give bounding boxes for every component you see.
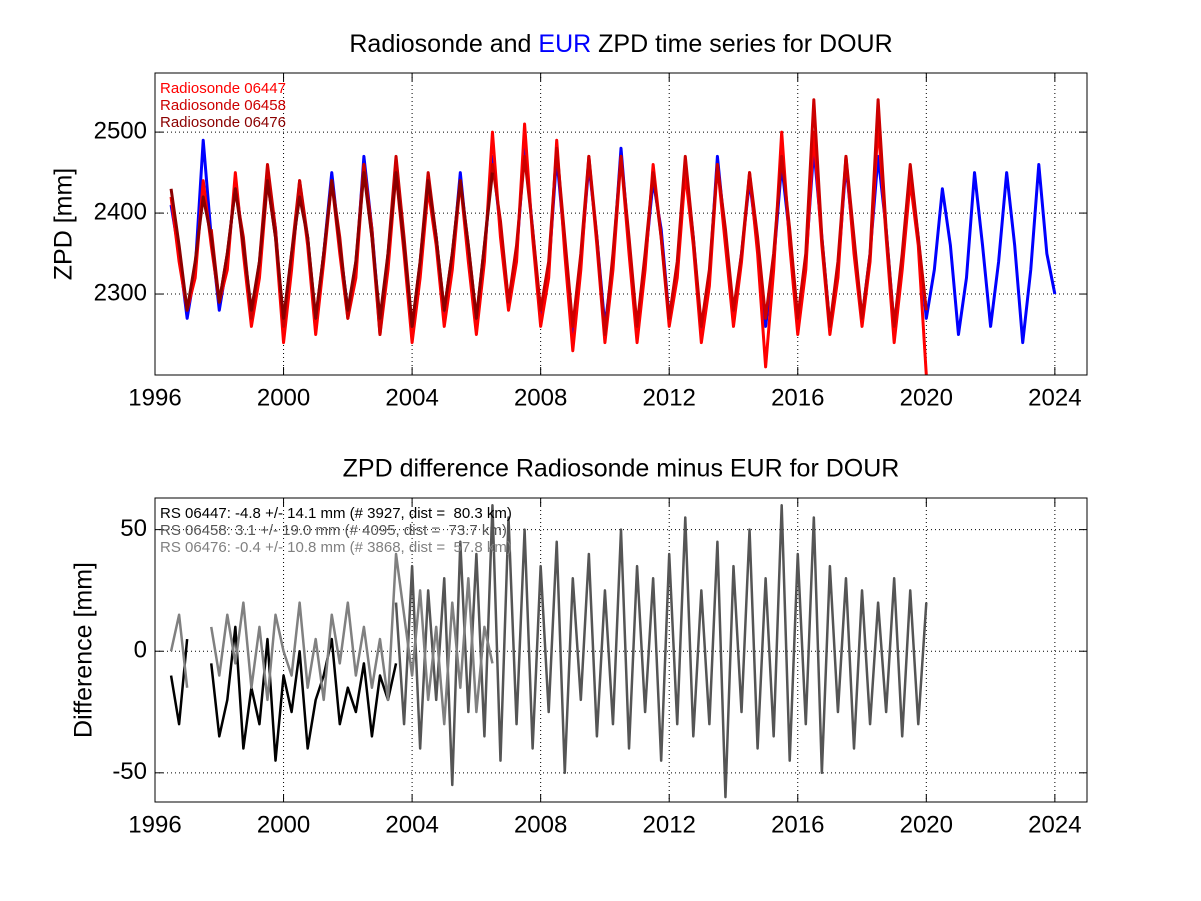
x-tick-label: 2016 bbox=[771, 811, 824, 838]
chart-title: ZPD difference Radiosonde minus EUR for … bbox=[343, 455, 900, 483]
y-axis-label: Difference [mm] bbox=[70, 562, 98, 738]
x-tick-label: 2008 bbox=[514, 384, 567, 411]
axes: 1996 2000 2004 2008 2012 2016 2020 2024 -50 0 50 bbox=[112, 498, 1087, 838]
title-part: EUR bbox=[538, 30, 591, 58]
x-tick-label: 2024 bbox=[1028, 384, 1081, 411]
x-tick-label: 2020 bbox=[900, 384, 953, 411]
chart-title: Radiosonde and EUR ZPD time series for D… bbox=[349, 30, 892, 58]
y-tick-label: 50 bbox=[120, 515, 147, 542]
axes-frame bbox=[154, 72, 1088, 376]
y-tick-label: 0 bbox=[134, 637, 147, 664]
legend-entry: Radiosonde 06476 bbox=[160, 114, 286, 131]
axes: 1996 2000 2004 2008 2012 2016 2020 2024 2300 2400… bbox=[94, 73, 1087, 411]
title-part: ZPD time series for DOUR bbox=[591, 30, 892, 58]
data-line bbox=[169, 171, 494, 328]
x-tick-label: 2020 bbox=[900, 811, 953, 838]
plot-area bbox=[169, 98, 1057, 375]
x-tick-label: 1996 bbox=[128, 384, 181, 411]
y-axis-label: ZPD [mm] bbox=[50, 168, 78, 281]
legend-entry: RS 06447: -4.8 +/- 14.1 mm (# 3927, dist… bbox=[160, 505, 512, 522]
plot-area bbox=[169, 505, 966, 797]
y-tick-label: 2500 bbox=[94, 117, 147, 144]
x-tick-label: 2000 bbox=[257, 811, 310, 838]
x-tick-label: 2004 bbox=[385, 384, 438, 411]
y-tick-label: -50 bbox=[112, 758, 147, 785]
title-part: Radiosonde and bbox=[349, 30, 538, 58]
x-tick-label: 2012 bbox=[643, 811, 696, 838]
x-tick-label: 2016 bbox=[771, 384, 824, 411]
x-tick-label: 2012 bbox=[643, 384, 696, 411]
data-line bbox=[169, 552, 494, 726]
x-tick-label: 2004 bbox=[385, 811, 438, 838]
axes-frame bbox=[154, 497, 1088, 803]
y-tick-label: 2300 bbox=[94, 279, 147, 306]
x-tick-label: 2024 bbox=[1028, 811, 1081, 838]
y-tick-label: 2400 bbox=[94, 198, 147, 225]
x-tick-label: 2000 bbox=[257, 384, 310, 411]
legend-entry: Radiosonde 06458 bbox=[160, 97, 286, 114]
legend-entry: RS 06476: -0.4 +/- 10.8 mm (# 3868, dist… bbox=[160, 539, 512, 556]
legend-entry: RS 06458: 3.1 +/- 19.0 mm (# 4095, dist … bbox=[160, 522, 507, 539]
x-tick-label: 1996 bbox=[128, 811, 181, 838]
legend-entry: Radiosonde 06447 bbox=[160, 80, 286, 97]
x-tick-label: 2008 bbox=[514, 811, 567, 838]
